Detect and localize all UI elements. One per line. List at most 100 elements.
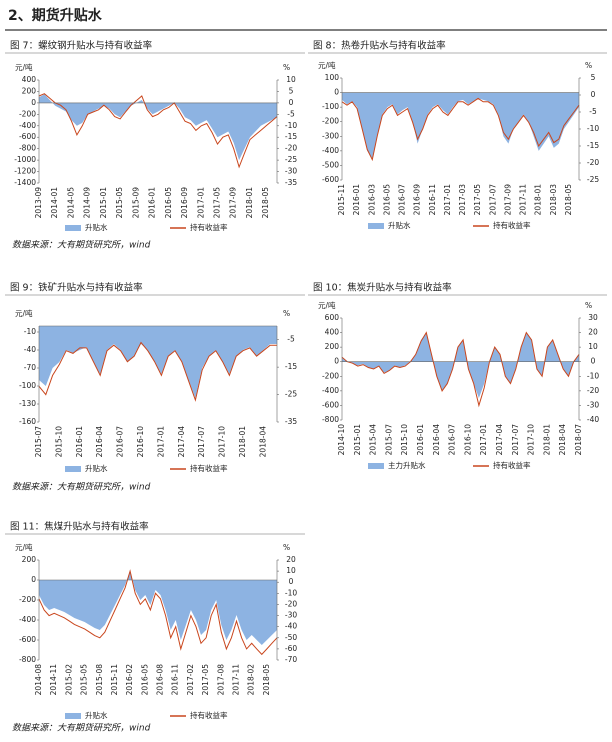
y2-tick-label: 5 [289,86,294,95]
y-tick-label: -500 [322,160,339,169]
y-tick-label: -130 [19,399,36,408]
y2-tick-label: 0 [289,577,294,586]
yield-line [341,331,580,408]
x-tick-label: 2018-05 [261,187,270,219]
chart-title: 图 9：铁矿升贴水与持有收益率 [10,282,143,294]
y2-tick-label: -10 [285,588,297,597]
y2-tick-label: -20 [285,599,297,608]
y2-tick-label: 5 [591,73,596,82]
x-tick-label: 2017-03 [458,184,467,216]
y-tick-label: -800 [19,655,36,664]
y2-tick-label: -35 [285,178,297,187]
yield-line [38,341,277,402]
x-tick-label: 2016-04 [95,426,104,458]
y-tick-label: -100 [19,381,36,390]
y-tick-label: -200 [322,117,339,126]
legend-swatch [65,466,81,472]
section-title: 2、期货升贴水 [8,7,103,24]
y2-tick-label: -25 [587,175,599,184]
x-tick-label: 2016-05 [140,664,149,696]
x-tick-label: 2017-04 [495,424,504,456]
y-tick-label: 0 [334,88,339,97]
y-tick-label: 600 [325,313,340,322]
x-tick-label: 2018-02 [247,664,256,696]
x-tick-label: 2016-09 [180,187,189,219]
y2-tick-label: 0 [591,90,596,99]
x-tick-label: 2016-01 [416,424,425,456]
y2-tick-label: -15 [285,362,297,371]
y2-tick-label: -10 [587,371,599,380]
x-tick-label: 2017-10 [527,424,536,456]
y-axis-unit: 元/吨 [318,60,336,70]
x-tick-label: 2016-07 [116,426,125,458]
x-tick-label: 2016-01 [75,426,84,458]
y-tick-label: -40 [24,345,36,354]
x-tick-label: 2017-01 [479,424,488,456]
y2-tick-label: -20 [587,158,599,167]
x-tick-label: 2015-11 [337,184,346,216]
y2-tick-label: -15 [285,132,297,141]
x-tick-label: 2016-08 [156,664,165,696]
x-tick-label: 2014-08 [34,664,43,696]
x-tick-label: 2016-04 [432,424,441,456]
x-tick-label: 2013-09 [34,187,43,219]
x-tick-label: 2018-05 [262,664,271,696]
y2-tick-label: 30 [588,313,598,322]
legend-label: 升贴水 [85,710,108,720]
y-tick-label: 400 [22,75,37,84]
y-tick-label: -160 [19,417,36,426]
y2-axis-unit: % [283,543,290,552]
y-tick-label: 200 [22,555,37,564]
legend-label: 持有收益率 [493,460,531,470]
legend-label: 持有收益率 [190,463,228,473]
y-axis-unit: 元/吨 [15,62,33,72]
y-tick-label: 0 [334,357,339,366]
y2-tick-label: -30 [285,611,297,620]
x-tick-label: 2016-05 [382,184,391,216]
y2-tick-label: 10 [286,566,296,575]
y-tick-label: -400 [322,386,339,395]
x-tick-label: 2017-05 [473,184,482,216]
y-tick-label: -1400 [14,178,36,187]
legend-swatch [65,225,81,231]
y2-tick-label: -5 [589,107,597,116]
x-tick-label: 2017-05 [201,664,210,696]
x-tick-label: 2016-03 [367,184,376,216]
y2-axis-unit: % [283,309,290,318]
chart-title: 图 7：螺纹钢升贴水与持有收益率 [10,40,153,52]
basis-area [39,94,277,161]
y-tick-label: 0 [31,98,36,107]
y-tick-label: -600 [19,132,36,141]
x-tick-label: 2015-10 [54,426,63,458]
x-tick-label: 2016-01 [352,184,361,216]
x-tick-label: 2017-07 [488,184,497,216]
y2-tick-label: 20 [588,328,598,337]
yield-line [38,93,278,169]
x-tick-label: 2017-01 [443,184,452,216]
y-tick-label: -400 [19,121,36,130]
x-tick-label: 2018-05 [564,184,573,216]
y-tick-label: 200 [325,342,340,351]
y2-tick-label: 20 [286,555,296,564]
y2-tick-label: -5 [287,335,295,344]
x-tick-label: 2017-05 [213,187,222,219]
legend-label: 持有收益率 [493,220,531,230]
y-tick-label: -800 [19,144,36,153]
x-tick-label: 2016-10 [463,424,472,456]
yield-line [38,569,278,656]
legend-swatch [65,713,81,719]
y2-tick-label: -10 [587,124,599,133]
x-tick-label: 2015-05 [115,187,124,219]
y2-tick-label: -15 [587,141,599,150]
x-tick-label: 2017-04 [177,426,186,458]
x-tick-label: 2018-04 [558,424,567,456]
y-tick-label: -10 [24,327,36,336]
x-tick-label: 2017-01 [156,426,165,458]
y-tick-label: 0 [31,575,36,584]
x-tick-label: 2017-02 [186,664,195,696]
legend-swatch [368,223,384,229]
y-tick-label: -1000 [14,155,36,164]
source-note: 数据来源：大有期货研究所，wind [12,723,151,734]
x-tick-label: 2015-10 [400,424,409,456]
